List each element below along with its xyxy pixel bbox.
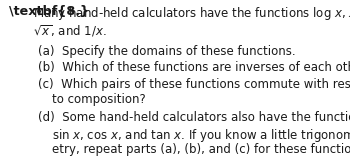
Text: $\sqrt{x}$, and $1/x$.: $\sqrt{x}$, and $1/x$. [33,23,106,39]
Text: (a)  Specify the domains of these functions.: (a) Specify the domains of these functio… [38,45,295,58]
Text: Many hand-held calculators have the functions log $x$, $x^2$,: Many hand-held calculators have the func… [33,5,350,24]
Text: (b)  Which of these functions are inverses of each other?: (b) Which of these functions are inverse… [38,61,350,74]
Text: \textbf{8.}: \textbf{8.} [9,5,89,18]
Text: sin $x$, cos $x$, and tan $x$. If you know a little trigonom-: sin $x$, cos $x$, and tan $x$. If you kn… [52,127,350,144]
Text: (d)  Some hand-held calculators also have the functions: (d) Some hand-held calculators also have… [38,111,350,124]
Text: (c)  Which pairs of these functions commute with respect: (c) Which pairs of these functions commu… [38,78,350,91]
Text: etry, repeat parts (a), (b), and (c) for these functions.: etry, repeat parts (a), (b), and (c) for… [52,143,350,156]
Text: to composition?: to composition? [52,93,146,106]
